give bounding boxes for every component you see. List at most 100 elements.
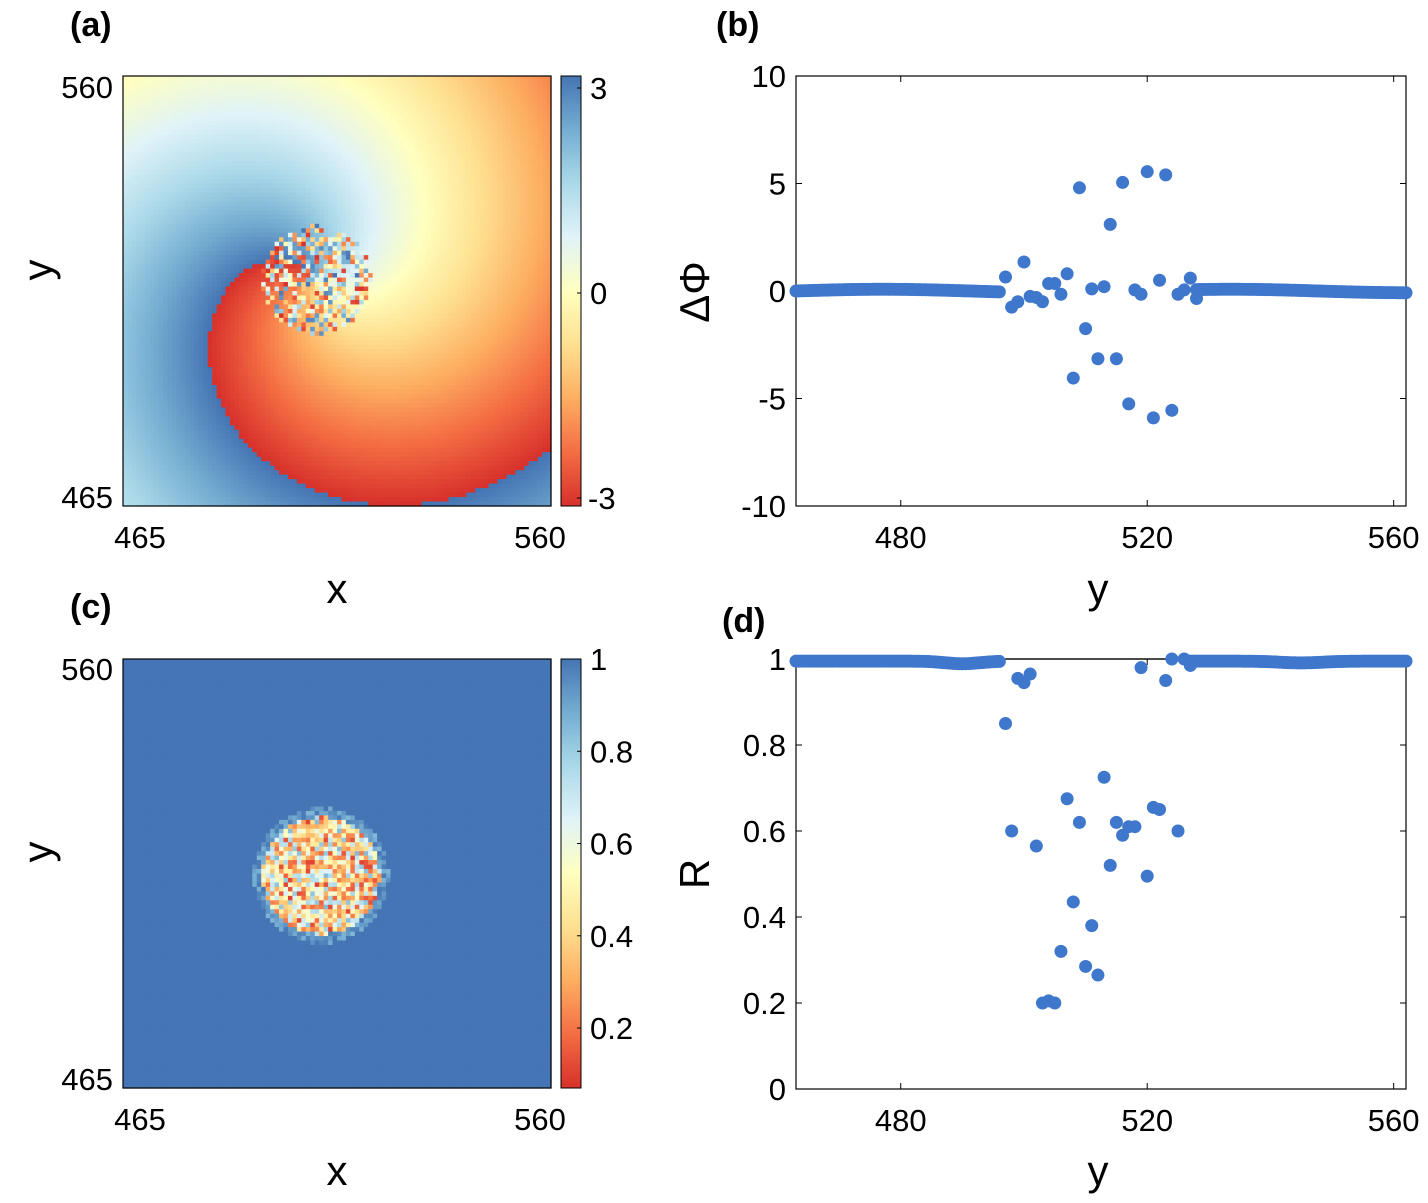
heatmap-cell bbox=[350, 187, 356, 194]
heatmap-cell bbox=[283, 291, 289, 297]
heatmap-cell bbox=[439, 89, 445, 95]
heatmap-cell bbox=[533, 246, 539, 252]
heatmap-cell bbox=[247, 196, 253, 203]
heatmap-cell bbox=[221, 93, 227, 99]
heatmap-cell bbox=[390, 165, 396, 171]
heatmap-cell bbox=[207, 291, 213, 297]
heatmap-cell bbox=[452, 138, 458, 144]
heatmap-cell bbox=[345, 273, 351, 279]
heatmap-cell bbox=[180, 205, 187, 211]
heatmap-cell bbox=[167, 246, 173, 252]
heatmap-cell bbox=[488, 183, 494, 189]
heatmap-cell bbox=[230, 228, 236, 234]
heatmap-cell bbox=[542, 299, 548, 306]
heatmap-cell bbox=[439, 210, 445, 216]
heatmap-cell bbox=[444, 107, 450, 113]
heatmap-cell bbox=[323, 107, 329, 113]
heatmap-cell bbox=[154, 161, 160, 167]
heatmap-cell bbox=[488, 93, 494, 99]
heatmap-cell bbox=[203, 223, 209, 229]
heatmap-cell bbox=[296, 223, 302, 229]
heatmap-cell bbox=[207, 89, 213, 95]
heatmap-cell bbox=[149, 161, 155, 167]
heatmap-cell bbox=[350, 268, 356, 274]
heatmap-cell bbox=[180, 93, 187, 99]
heatmap-cell bbox=[328, 241, 334, 247]
heatmap-cell bbox=[279, 174, 285, 180]
heatmap-cell bbox=[519, 147, 525, 153]
heatmap-cell bbox=[247, 107, 253, 113]
heatmap-cell bbox=[136, 228, 142, 234]
heatmap-cell bbox=[212, 246, 218, 252]
heatmap-cell bbox=[439, 93, 445, 99]
heatmap-cell bbox=[270, 89, 276, 95]
heatmap-cell bbox=[359, 304, 365, 310]
heatmap-cell bbox=[439, 205, 445, 211]
heatmap-cell bbox=[497, 134, 503, 140]
heatmap-cell bbox=[238, 187, 244, 194]
heatmap-cell bbox=[207, 228, 213, 234]
heatmap-cell bbox=[149, 84, 155, 91]
heatmap-cell bbox=[484, 255, 490, 261]
heatmap-cell bbox=[319, 196, 325, 203]
heatmap-cell bbox=[158, 102, 164, 108]
heatmap-cell bbox=[457, 268, 463, 274]
heatmap-cell bbox=[439, 174, 445, 180]
heatmap-cell bbox=[145, 147, 151, 153]
heatmap-cell bbox=[323, 179, 329, 185]
heatmap-cell bbox=[510, 89, 516, 95]
heatmap-cell bbox=[430, 80, 436, 86]
heatmap-cell bbox=[461, 299, 467, 306]
heatmap-cell bbox=[185, 304, 191, 310]
heatmap-cell bbox=[542, 152, 548, 158]
heatmap-cell bbox=[323, 116, 329, 122]
heatmap-cell bbox=[221, 165, 227, 171]
heatmap-cell bbox=[145, 165, 151, 171]
heatmap-cell bbox=[452, 134, 458, 140]
heatmap-cell bbox=[426, 273, 432, 279]
heatmap-cell bbox=[399, 277, 405, 283]
heatmap-cell bbox=[452, 277, 458, 283]
heatmap-cell bbox=[444, 116, 450, 122]
heatmap-cell bbox=[216, 201, 222, 207]
heatmap-cell bbox=[163, 196, 169, 203]
heatmap-cell bbox=[287, 116, 294, 122]
heatmap-cell bbox=[363, 286, 369, 292]
heatmap-cell bbox=[279, 125, 285, 131]
heatmap-cell bbox=[332, 147, 338, 153]
heatmap-cell bbox=[337, 152, 343, 158]
heatmap-cell bbox=[265, 102, 271, 108]
heatmap-cell bbox=[301, 98, 307, 104]
heatmap-cell bbox=[470, 165, 476, 171]
heatmap-cell bbox=[274, 102, 280, 108]
heatmap-cell bbox=[510, 237, 516, 243]
heatmap-cell bbox=[510, 259, 516, 265]
heatmap-cell bbox=[319, 80, 325, 86]
heatmap-cell bbox=[403, 304, 409, 310]
heatmap-cell bbox=[444, 291, 450, 297]
heatmap-cell bbox=[221, 152, 227, 158]
heatmap-cell bbox=[198, 250, 204, 256]
heatmap-cell bbox=[310, 205, 316, 211]
heatmap-cell bbox=[225, 286, 231, 292]
heatmap-cell bbox=[426, 107, 432, 113]
heatmap-cell bbox=[256, 134, 262, 140]
heatmap-cell bbox=[386, 259, 392, 265]
heatmap-cell bbox=[341, 192, 347, 198]
heatmap-cell bbox=[328, 111, 334, 117]
heatmap-cell bbox=[270, 152, 276, 158]
heatmap-cell bbox=[421, 179, 427, 185]
heatmap-cell bbox=[287, 255, 294, 261]
heatmap-cell bbox=[430, 161, 436, 167]
heatmap-cell bbox=[167, 273, 173, 279]
heatmap-cell bbox=[533, 84, 539, 91]
heatmap-cell bbox=[372, 80, 378, 86]
heatmap-cell bbox=[221, 76, 227, 82]
heatmap-cell bbox=[203, 201, 209, 207]
heatmap-cell bbox=[283, 255, 289, 261]
heatmap-cell bbox=[448, 237, 454, 243]
heatmap-cell bbox=[172, 304, 178, 310]
heatmap-cell bbox=[225, 165, 231, 171]
heatmap-cell bbox=[194, 80, 200, 86]
heatmap-cell bbox=[408, 80, 414, 86]
